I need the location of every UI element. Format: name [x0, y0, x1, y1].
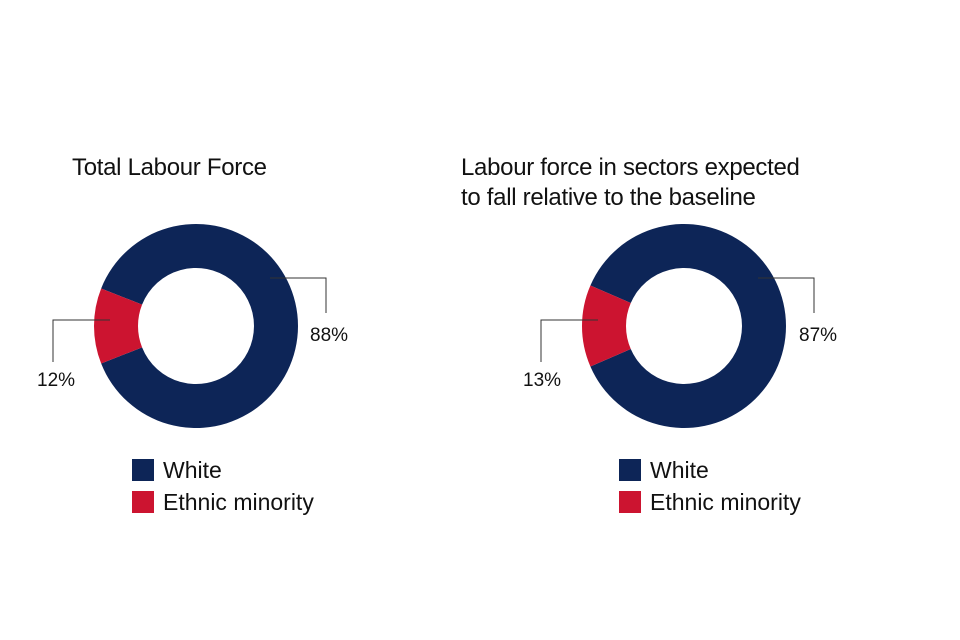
- chart-2-leader-white: [758, 277, 815, 313]
- legend-item-white: White: [132, 454, 314, 486]
- chart-1-label-minority: 12%: [37, 370, 76, 391]
- legend-item-minority: Ethnic minority: [619, 486, 801, 518]
- legend-swatch-white: [619, 459, 641, 481]
- legend-item-white: White: [619, 454, 801, 486]
- legend-label: White: [163, 456, 222, 483]
- legend-item-minority: Ethnic minority: [132, 486, 314, 518]
- chart-2-slice-minority: [581, 285, 631, 367]
- chart-1-slice-white: [101, 224, 299, 428]
- chart-2-title-line-1: Labour force in sectors expected: [461, 154, 800, 181]
- chart-2-title-line-2: to fall relative to the baseline: [461, 184, 756, 211]
- legend-swatch-minority: [132, 491, 154, 513]
- chart-1-label-white: 88%: [310, 325, 349, 346]
- chart-2-title: Labour force in sectors expected to fall…: [461, 153, 800, 213]
- legend-swatch-white: [132, 459, 154, 481]
- chart-1-title: Total Labour Force: [72, 154, 267, 181]
- legend-label: White: [650, 456, 709, 483]
- chart-1-leader-minority: [52, 319, 110, 362]
- chart-1-leader-white: [270, 277, 327, 313]
- chart-2-label-minority: 13%: [523, 370, 562, 391]
- legend-swatch-minority: [619, 491, 641, 513]
- chart-1-legend: White Ethnic minority: [132, 454, 314, 518]
- chart-2-leader-minority: [540, 319, 598, 362]
- chart-2-legend: White Ethnic minority: [619, 454, 801, 518]
- legend-label: Ethnic minority: [650, 488, 801, 515]
- chart-2-label-white: 87%: [799, 325, 838, 346]
- legend-label: Ethnic minority: [163, 488, 314, 515]
- chart-1-slice-minority: [94, 288, 143, 364]
- chart-2-slice-white: [590, 224, 786, 429]
